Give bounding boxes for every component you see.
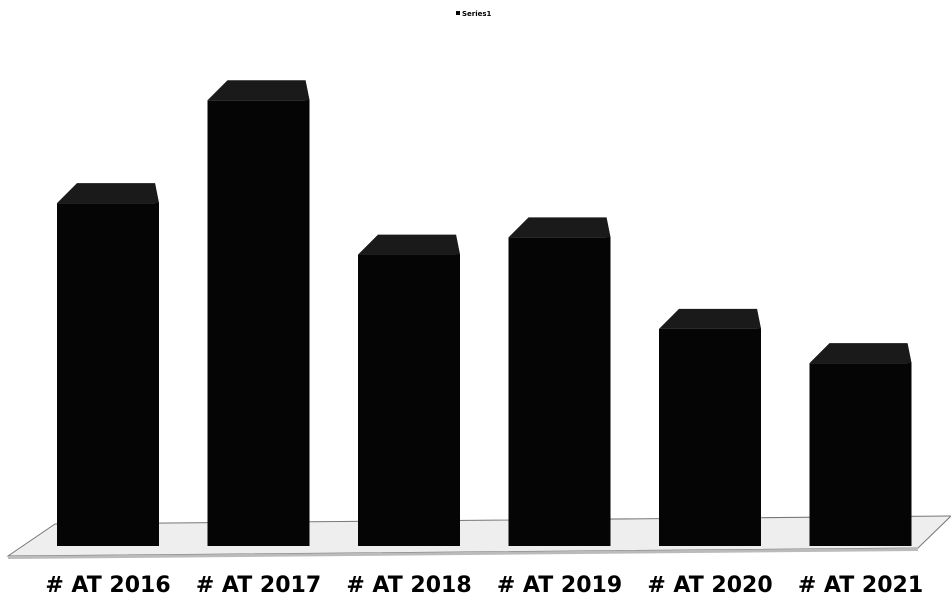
- bar: [508, 217, 611, 546]
- bar-front-face: [207, 100, 310, 547]
- x-tick-label: # AT 2021: [798, 573, 923, 598]
- bar-top-face: [57, 183, 159, 204]
- x-tick-label: # AT 2016: [45, 573, 170, 598]
- bar: [809, 343, 912, 546]
- legend: Series1: [456, 10, 492, 18]
- chart-floor-edge: [8, 548, 918, 559]
- bar-front-face: [809, 363, 912, 546]
- bar-front-face: [508, 237, 611, 546]
- bar-top-face: [207, 80, 310, 101]
- bar-front-face: [659, 328, 761, 546]
- bar: [358, 234, 460, 547]
- x-tick-label: # AT 2018: [346, 573, 471, 598]
- x-tick-label: # AT 2020: [647, 573, 772, 598]
- bar: [57, 183, 159, 546]
- category-labels-group: # AT 2016 # AT 2017 # AT 2018 # AT 2019 # AT…: [45, 573, 923, 598]
- bar: [207, 80, 310, 547]
- x-tick-label: # AT 2019: [497, 573, 622, 598]
- bar-front-face: [57, 203, 159, 546]
- legend-swatch: [456, 11, 460, 15]
- bars-group: [57, 80, 912, 547]
- bar-top-face: [809, 343, 912, 364]
- bar-front-face: [358, 254, 460, 547]
- bar-top-face: [508, 217, 611, 238]
- bar-top-face: [659, 308, 761, 329]
- legend-label-series1: Series1: [462, 10, 492, 18]
- bar: [659, 308, 761, 546]
- bar-top-face: [358, 234, 460, 255]
- x-tick-label: # AT 2017: [196, 573, 321, 598]
